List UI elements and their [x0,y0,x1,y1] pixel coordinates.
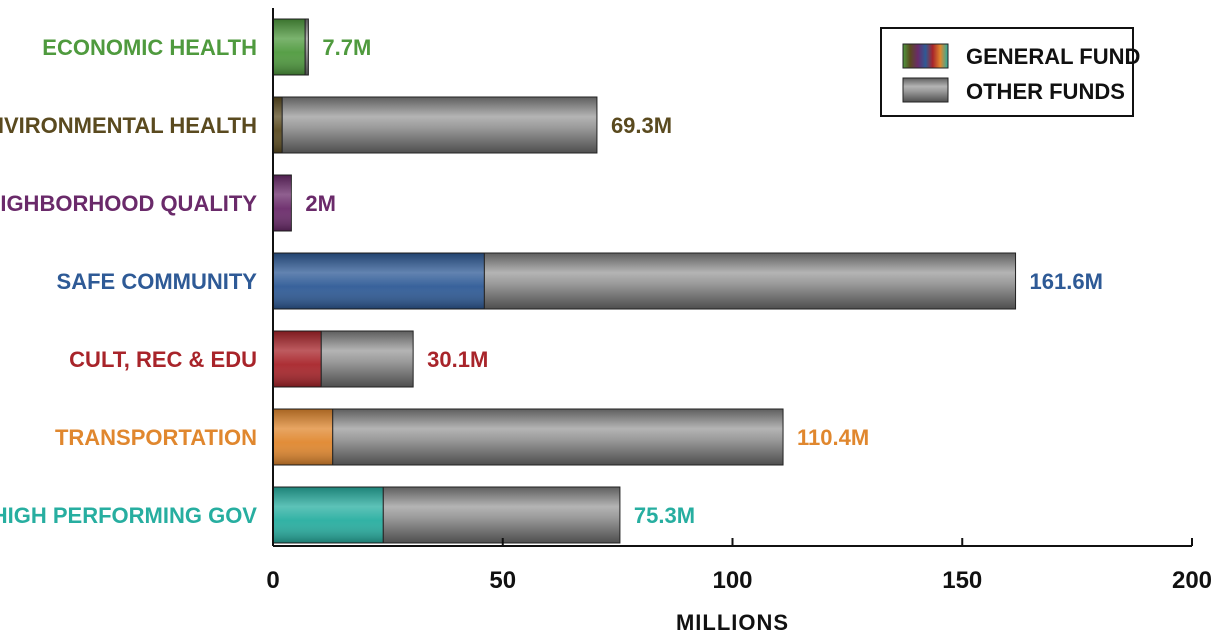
x-tick-label: 100 [712,567,752,594]
legend: GENERAL FUND OTHER FUNDS [880,27,1140,117]
legend-label-other-funds: OTHER FUNDS [966,79,1125,104]
bar-other-funds [304,18,309,76]
bar-shine [273,487,384,543]
x-tick-label: 200 [1172,567,1212,594]
category-label: NEIGHBORHOOD QUALITY [0,191,257,216]
bar-other-funds [483,252,1017,310]
bar-other-funds [320,330,414,388]
value-label: 75.3M [634,503,695,528]
value-label: 110.4M [797,425,869,450]
x-axis: 0 50 100 150 200 MILLIONS [266,8,1212,635]
bar-other-funds [332,408,784,466]
bar-shine [273,97,283,153]
category-label: HIGH PERFORMING GOV [0,503,257,528]
legend-label-general-fund: GENERAL FUND [966,44,1140,69]
category-label: TRANSPORTATION [55,425,257,450]
bar-shine [273,19,306,75]
x-tick-label: 0 [266,567,279,594]
category-label: CULT, REC & EDU [69,347,257,372]
value-labels: 7.7M 69.3M 2M 161.6M 30.1M 110.4M 75.3M [305,35,1103,528]
bar-other-funds [382,486,621,544]
value-label: 2M [305,191,336,216]
category-labels: ECONOMIC HEALTH ENVIRONMENTAL HEALTH NEIGH… [0,35,257,528]
x-tick-label: 150 [942,567,982,594]
category-label: ECONOMIC HEALTH [42,35,257,60]
legend-swatch-other-funds [902,77,949,103]
x-axis-title: MILLIONS [676,610,789,635]
bar-other-funds [281,96,598,154]
value-label: 161.6M [1030,269,1103,294]
bar-shine [273,331,322,387]
value-label: 7.7M [322,35,371,60]
bar-shine [273,409,333,465]
bar-shine [273,175,292,231]
category-label: SAFE COMMUNITY [57,269,258,294]
category-label: ENVIRONMENTAL HEALTH [0,113,257,138]
x-tick-label: 50 [489,567,516,594]
value-label: 69.3M [611,113,672,138]
value-label: 30.1M [427,347,488,372]
bars [272,18,1017,544]
legend-swatch-general-fund [902,43,949,69]
bar-shine [273,253,485,309]
